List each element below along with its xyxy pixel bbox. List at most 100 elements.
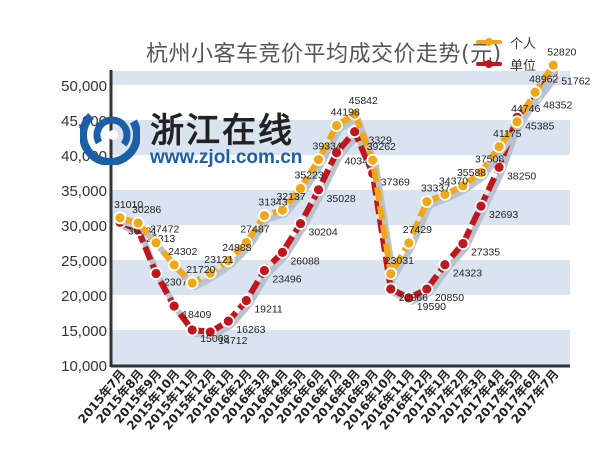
watermark-url: www.zjol.com.cn [150, 147, 303, 168]
data-label: 35588 [457, 167, 486, 179]
data-point [276, 203, 289, 217]
data-point [239, 236, 253, 249]
data-point [492, 140, 506, 154]
y-tick-label: 20,000 [61, 288, 107, 305]
data-label: 19211 [254, 304, 283, 316]
data-label: 52820 [547, 46, 576, 58]
data-point [257, 209, 271, 222]
chart-title: 杭州小客车竞价平均成交价走势(元) [146, 42, 502, 67]
data-label: 20850 [435, 292, 464, 304]
data-point [221, 314, 235, 328]
data-label: 39262 [367, 141, 396, 153]
data-point [420, 195, 434, 209]
data-label: 45385 [525, 120, 554, 132]
y-tick-label: 50,000 [61, 78, 107, 95]
data-label: 23031 [385, 255, 414, 267]
data-point [149, 267, 163, 280]
data-label: 41175 [493, 128, 522, 140]
data-label: 35028 [327, 193, 356, 205]
data-point [203, 266, 217, 280]
data-point [510, 115, 524, 129]
legend-item-personal: 个人 [476, 34, 537, 52]
data-label: 31343 [258, 197, 287, 209]
data-point [438, 188, 452, 201]
grid-band [111, 71, 570, 85]
legend-label-personal: 个人 [510, 36, 537, 52]
data-point [402, 291, 416, 305]
data-label: 31010 [114, 199, 143, 211]
data-label: 19590 [417, 301, 446, 313]
data-point [456, 179, 470, 193]
data-label: 14712 [218, 335, 247, 347]
data-point [185, 276, 199, 290]
data-label: 48352 [543, 100, 572, 112]
data-point [456, 237, 470, 251]
data-label: 26088 [290, 255, 319, 267]
data-label: 32693 [489, 209, 518, 221]
y-tick-label: 25,000 [61, 253, 107, 270]
data-label: 27487 [240, 224, 269, 236]
data-label: 20866 [399, 292, 428, 304]
data-label: 16263 [236, 324, 265, 336]
data-label: 27429 [403, 224, 432, 236]
data-label: 51762 [561, 76, 590, 88]
data-label: 23496 [272, 274, 301, 286]
watermark-name: 浙江在线 [150, 111, 294, 151]
data-label: 37369 [381, 176, 410, 188]
data-point [474, 199, 488, 213]
data-point [366, 153, 380, 167]
data-point [167, 258, 181, 272]
data-label: 44746 [511, 103, 540, 115]
data-label: 32137 [276, 191, 305, 203]
data-point [294, 182, 307, 195]
data-point [131, 216, 145, 230]
data-point [402, 236, 416, 250]
data-label: 30204 [309, 227, 338, 239]
y-tick-label: 10,000 [61, 358, 107, 375]
data-point [528, 85, 542, 99]
data-label: 38250 [507, 170, 536, 182]
data-label: 33337 [421, 183, 450, 195]
data-point [330, 119, 344, 133]
y-tick-label: 30,000 [61, 218, 107, 235]
data-point [113, 211, 127, 225]
data-label: 37508 [475, 153, 504, 165]
data-point [438, 258, 452, 272]
data-point [167, 299, 181, 313]
data-point [546, 58, 560, 72]
data-point [276, 245, 289, 259]
data-label: 27335 [471, 247, 500, 259]
data-label: 24323 [453, 268, 482, 280]
y-tick-label: 15,000 [61, 323, 107, 340]
data-point [312, 183, 325, 197]
data-label: 48962 [529, 73, 558, 85]
data-label: 23121 [204, 254, 233, 266]
legend-swatch-personal-icon [476, 38, 502, 46]
data-label: 21720 [186, 264, 215, 276]
data-label: 24888 [222, 242, 251, 254]
legend: 个人 单位 [476, 34, 537, 74]
data-point [257, 264, 271, 277]
legend-swatch-company-icon [476, 60, 502, 68]
data-point [384, 267, 398, 281]
watermark-logo: 浙江在线 www.zjol.com.cn [80, 103, 310, 171]
data-label: 15008 [200, 333, 229, 345]
data-label: 24302 [168, 246, 197, 258]
y-tick-label: 35,000 [61, 183, 107, 200]
data-label: 39334 [313, 141, 342, 153]
data-label: 27472 [150, 224, 179, 236]
data-label: 30286 [132, 204, 161, 216]
data-point [312, 153, 325, 167]
data-label: 18409 [182, 309, 211, 321]
data-point [185, 323, 199, 337]
data-point [384, 282, 398, 296]
zjol-swirl-icon [80, 105, 140, 165]
data-point [203, 325, 217, 339]
data-point [420, 282, 434, 296]
data-label: 44198 [331, 107, 360, 119]
data-point [221, 254, 235, 268]
data-point [149, 236, 163, 250]
data-point [474, 166, 488, 179]
grid-band [111, 330, 570, 365]
